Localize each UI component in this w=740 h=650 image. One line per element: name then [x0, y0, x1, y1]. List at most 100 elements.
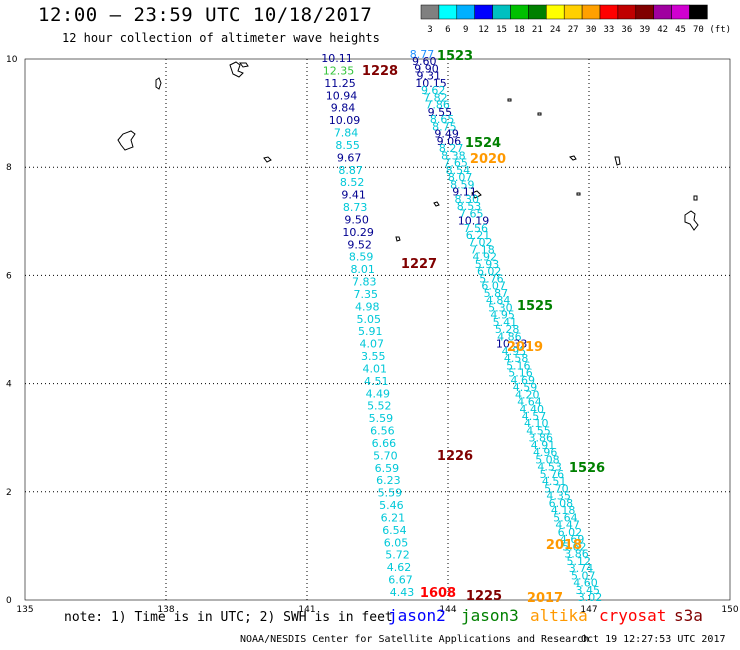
wave-height-value: 5.70 — [373, 449, 398, 462]
wave-height-value: 4.95 — [502, 345, 527, 358]
wave-height-value: 5.72 — [385, 549, 410, 562]
island-coastline — [507, 98, 512, 102]
legend-jason2: jason2 — [388, 606, 446, 625]
wave-height-value: 4.51 — [364, 375, 389, 388]
note-text: note: 1) Time is in UTC; 2) SWH is in fe… — [64, 610, 393, 625]
wave-height-value: 6.05 — [384, 536, 409, 549]
wave-height-value: 4.51 — [542, 475, 567, 488]
wave-height-value: 4.92 — [472, 251, 497, 264]
pass-number-label: 2020 — [470, 152, 506, 167]
pass-number-label: 1228 — [362, 64, 398, 79]
wave-height-value: 3.55 — [361, 350, 386, 363]
wave-height-value: 10.15 — [415, 77, 447, 90]
wave-height-value: 4.43 — [390, 586, 415, 599]
wave-height-value: 9.11 — [452, 186, 477, 199]
wave-height-value: 4.20 — [515, 388, 540, 401]
pass-number-label: 1225 — [466, 589, 502, 604]
pass-number-label: 1226 — [437, 449, 473, 464]
wave-height-value: 7.84 — [334, 127, 359, 140]
wave-height-value: 5.59 — [378, 487, 403, 500]
island-coastline — [263, 156, 272, 163]
wave-height-value: 6.59 — [375, 462, 400, 475]
wave-height-value: 4.62 — [387, 561, 412, 574]
credit-text: NOAA/NESDIS Center for Satellite Applica… — [240, 634, 590, 645]
legend-jason3: jason3 — [461, 606, 519, 625]
wave-height-value: 8.77 — [410, 48, 435, 61]
pass-number-label: 1526 — [569, 461, 605, 476]
wave-height-value: 4.55 — [526, 424, 551, 437]
island-coastline — [684, 210, 699, 231]
page-title: 12:00 — 23:59 UTC 10/18/2017 — [38, 4, 373, 26]
wave-height-value: 9.67 — [337, 151, 362, 164]
wave-height-value: 4.86 — [497, 330, 522, 343]
wave-height-value: 4.84 — [486, 294, 511, 307]
wave-height-value: 6.21 — [381, 511, 406, 524]
x-tick-label: 141 — [298, 605, 315, 615]
wave-height-value: 8.38 — [441, 149, 466, 162]
wave-height-value: 6.02 — [558, 526, 583, 539]
y-tick-label: 6 — [6, 271, 12, 281]
pass-number-label: 2019 — [507, 340, 543, 355]
wave-height-value: 6.02 — [477, 265, 502, 278]
wave-height-value: 8.75 — [432, 120, 457, 133]
wave-height-value: 5.59 — [369, 412, 394, 425]
wave-height-value: 9.52 — [347, 238, 372, 251]
wave-height-value: 5.41 — [493, 316, 518, 329]
island-coastline — [576, 192, 581, 196]
island-coastline — [614, 156, 621, 166]
island-coastline — [471, 190, 482, 199]
wave-height-value: 6.66 — [372, 437, 397, 450]
wave-height-value: 4.57 — [522, 410, 547, 423]
wave-height-value: 9.84 — [331, 102, 356, 115]
wave-height-value: 8.01 — [350, 263, 375, 276]
wave-height-value: 3.74 — [569, 562, 594, 575]
wave-height-value: 4.96 — [533, 446, 558, 459]
wave-height-value: 9.49 — [434, 128, 459, 141]
wave-height-value: 4.40 — [520, 403, 545, 416]
x-tick-label: 138 — [157, 605, 174, 615]
wave-height-value: 8.87 — [338, 164, 363, 177]
wave-height-value: 4.98 — [355, 300, 380, 313]
wave-height-value: 8.53 — [457, 200, 482, 213]
wave-height-value: 5.46 — [379, 499, 404, 512]
wave-height-value: 8.30 — [455, 193, 480, 206]
wave-height-value: 9.41 — [341, 189, 366, 202]
wave-height-value: 8.59 — [450, 178, 475, 191]
wave-height-value: 4.64 — [517, 396, 542, 409]
wave-height-value: 7.65 — [459, 207, 484, 220]
pass-number-label: 1525 — [517, 299, 553, 314]
wave-height-value: 7.86 — [425, 99, 450, 112]
wave-height-value: 5.76 — [540, 468, 565, 481]
island-coastline — [395, 236, 401, 242]
wave-height-value: 5.05 — [356, 313, 381, 326]
wave-height-value: 5.93 — [475, 258, 500, 271]
wave-height-value: 10.09 — [329, 114, 361, 127]
wave-height-value: 4.53 — [537, 461, 562, 474]
wave-height-value: 4.35 — [546, 490, 571, 503]
wave-height-value: 4.01 — [363, 362, 388, 375]
wave-height-value: 9.50 — [344, 213, 369, 226]
wave-height-value: 4.69 — [560, 533, 585, 546]
wave-height-value: 10.94 — [326, 89, 358, 102]
wave-height-value: 6.08 — [549, 497, 574, 510]
pass-number-label: 1227 — [401, 257, 437, 272]
wave-height-value: 5.08 — [535, 453, 560, 466]
wave-height-value: 5.91 — [358, 325, 383, 338]
wave-height-value: 8.55 — [335, 139, 360, 152]
pass-number-label: 1523 — [437, 49, 473, 64]
x-tick-label: 150 — [721, 605, 738, 615]
map-frame — [24, 58, 731, 601]
x-tick-label: 144 — [439, 605, 456, 615]
wave-height-value: 7.18 — [470, 243, 495, 256]
wave-height-value: 5.62 — [562, 540, 587, 553]
wave-height-value: 10.33 — [496, 338, 528, 351]
wave-height-value: 4.59 — [513, 381, 538, 394]
wave-height-value: 10.11 — [321, 52, 353, 65]
legend-s3a: s3a — [674, 606, 703, 625]
wave-height-value: 7.56 — [464, 222, 489, 235]
island-coastline — [537, 112, 542, 116]
island-coastline — [229, 61, 244, 78]
wave-height-value: 5.76 — [479, 272, 504, 285]
wave-height-value: 5.64 — [553, 511, 578, 524]
pass-number-label: 2017 — [527, 591, 563, 606]
